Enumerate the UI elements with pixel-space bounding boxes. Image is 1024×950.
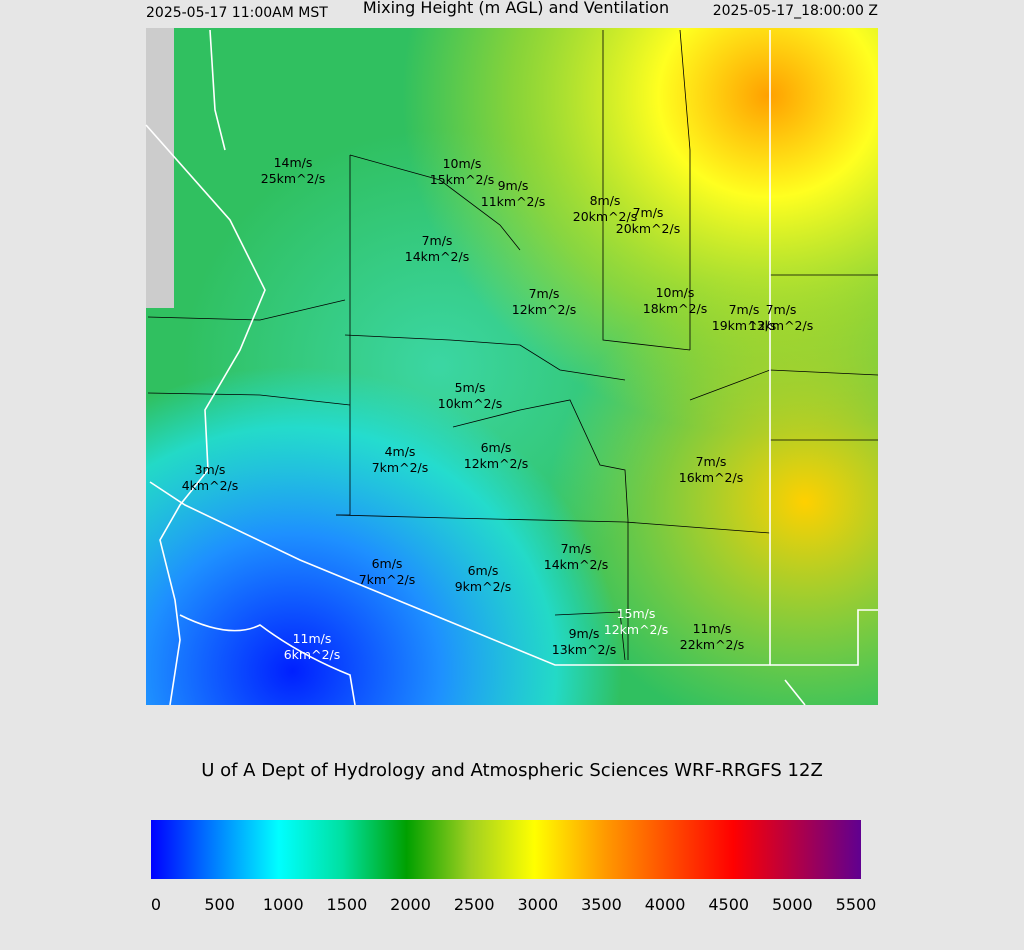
ventilation: 6km^2/s [284, 647, 341, 662]
wind-speed: 9m/s [498, 178, 529, 193]
ventilation: 11km^2/s [481, 194, 545, 209]
colorbar-tick-label: 3000 [517, 895, 558, 914]
valid-time-utc: 2025-05-17_18:00:00 Z [713, 3, 878, 19]
wind-speed: 7m/s [561, 541, 592, 556]
colorbar-tick-label: 500 [204, 895, 235, 914]
map-title: Mixing Height (m AGL) and Ventilation [363, 0, 669, 17]
ventilation: 18km^2/s [643, 301, 707, 316]
colorbar-tick-label: 4500 [708, 895, 749, 914]
ventilation: 13km^2/s [552, 642, 616, 657]
wind-speed: 11m/s [693, 621, 732, 636]
wind-speed: 7m/s [633, 205, 664, 220]
wind-speed: 7m/s [529, 286, 560, 301]
colorbar-tick-label: 2000 [390, 895, 431, 914]
colorbar-tick-label: 5000 [772, 895, 813, 914]
ventilation: 20km^2/s [573, 209, 637, 224]
ventilation: 22km^2/s [680, 637, 744, 652]
wind-speed: 7m/s [766, 302, 797, 317]
ventilation: 7km^2/s [359, 572, 416, 587]
ventilation: 12km^2/s [604, 622, 668, 637]
map-area [145, 28, 879, 706]
colorbar-tick-label: 1500 [327, 895, 368, 914]
ventilation: 7km^2/s [372, 460, 429, 475]
wind-speed: 8m/s [590, 193, 621, 208]
wind-speed: 9m/s [569, 626, 600, 641]
colorbar-tick-label: 4000 [645, 895, 686, 914]
ventilation: 25km^2/s [261, 171, 325, 186]
wind-speed: 7m/s [729, 302, 760, 317]
colorbar-tick-label: 1000 [263, 895, 304, 914]
colorbar [151, 820, 861, 879]
wind-speed: 6m/s [468, 563, 499, 578]
ventilation: 14km^2/s [544, 557, 608, 572]
ventilation: 10km^2/s [438, 396, 502, 411]
ventilation: 9km^2/s [455, 579, 512, 594]
valid-time-local: 2025-05-17 11:00AM MST [146, 5, 328, 21]
wind-speed: 7m/s [422, 233, 453, 248]
wind-speed: 10m/s [443, 156, 482, 171]
wind-speed: 4m/s [385, 444, 416, 459]
colorbar-tick-label: 3500 [581, 895, 622, 914]
ventilation: 19km^2/s [712, 318, 776, 333]
wind-speed: 6m/s [372, 556, 403, 571]
wind-speed: 15m/s [617, 606, 656, 621]
ventilation: 14km^2/s [405, 249, 469, 264]
wind-speed: 10m/s [656, 285, 695, 300]
wind-speed: 6m/s [481, 440, 512, 455]
ventilation: 4km^2/s [182, 478, 239, 493]
wind-speed: 11m/s [293, 631, 332, 646]
ventilation: 15km^2/s [430, 172, 494, 187]
wind-speed: 5m/s [455, 380, 486, 395]
ventilation: 20km^2/s [616, 221, 680, 236]
colorbar-tick-label: 0 [151, 895, 161, 914]
ventilation: 16km^2/s [679, 470, 743, 485]
wind-speed: 3m/s [195, 462, 226, 477]
ventilation: 13km^2/s [749, 318, 813, 333]
wind-speed: 14m/s [274, 155, 313, 170]
colorbar-tick-label: 5500 [836, 895, 877, 914]
ventilation: 12km^2/s [464, 456, 528, 471]
colorbar-ticks: 0 500 1000 1500 2000 2500 3000 3500 4000 4500 5000… [151, 895, 876, 914]
colorbar-tick-label: 2500 [454, 895, 495, 914]
ventilation: 12km^2/s [512, 302, 576, 317]
credit: U of A Dept of Hydrology and Atmospheric… [201, 760, 823, 781]
wind-speed: 7m/s [696, 454, 727, 469]
